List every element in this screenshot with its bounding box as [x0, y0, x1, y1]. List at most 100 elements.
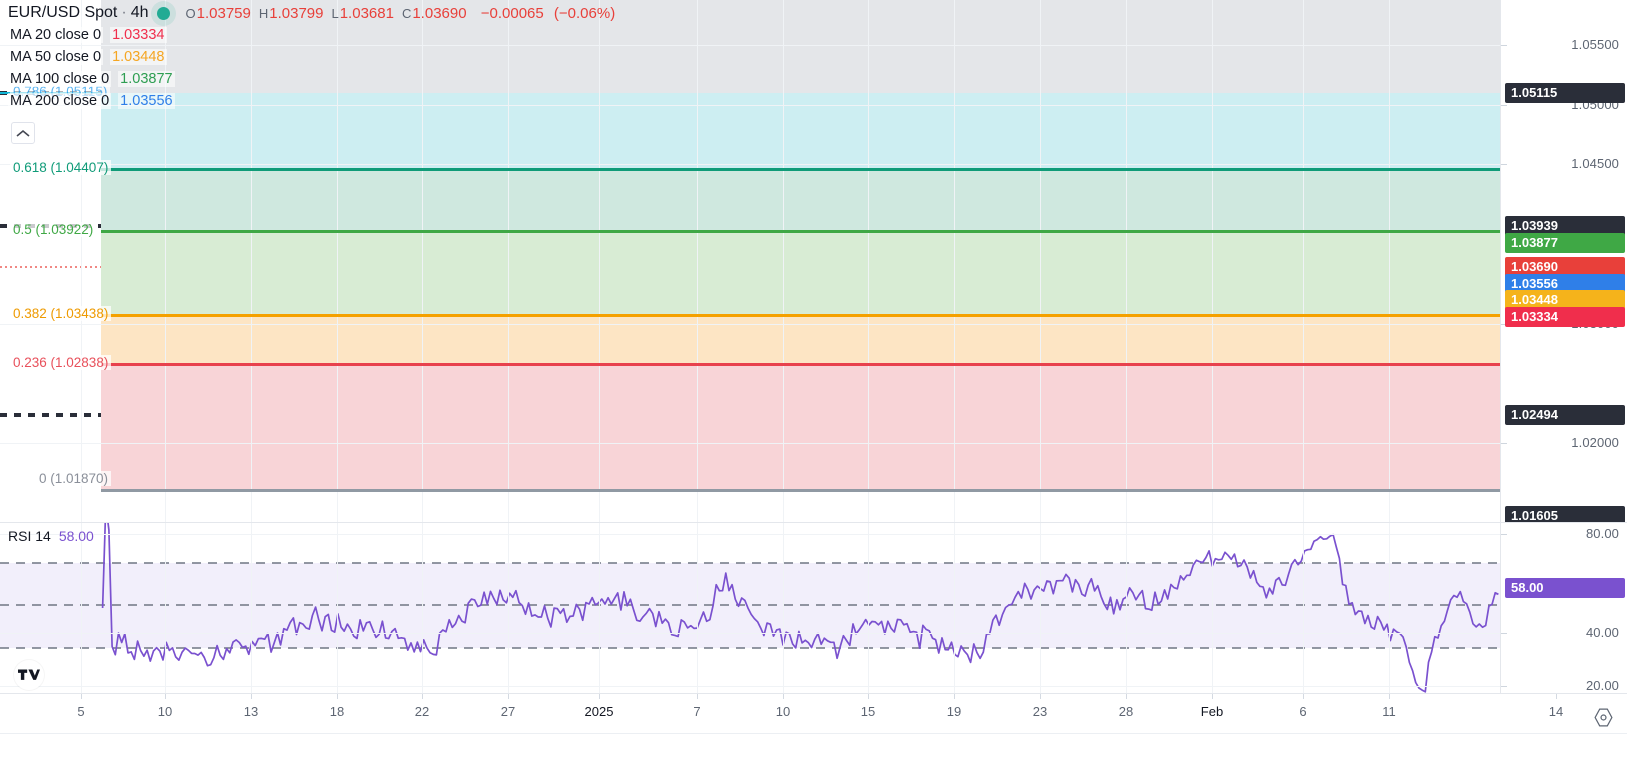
time-tick-mark: [599, 694, 600, 699]
time-tick-mark: [868, 694, 869, 699]
change-percent: (−0.06%): [553, 4, 616, 22]
price-axis-badge[interactable]: 1.03556: [1505, 274, 1625, 294]
tradingview-logo-icon: [18, 669, 40, 680]
time-tick-mark: [422, 694, 423, 699]
time-axis-tick: 11: [1382, 704, 1396, 719]
zone-5-382: [101, 231, 1500, 315]
price-axis-badge[interactable]: 1.03448: [1505, 290, 1625, 310]
chart-legend[interactable]: EUR/USD Spot · 4h O1.03759 H1.03799 L1.036…: [8, 2, 615, 112]
fib-line-5: [101, 230, 1500, 233]
fib-level-label: 0.382 (1.03438): [10, 306, 112, 321]
fib-level-label: 0.5 (1.03922): [10, 222, 97, 237]
rsi-axis-tick: 40.00: [1585, 625, 1619, 640]
price-axis-badge[interactable]: 1.05115: [1505, 83, 1625, 103]
axis-tick-mark: [1501, 164, 1507, 165]
fib-level-label: 0.618 (1.04407): [10, 160, 112, 175]
time-tick-mark: [1212, 694, 1213, 699]
rsi-axis-tick: 80.00: [1585, 526, 1619, 541]
ohlc-c-key: C: [401, 5, 412, 21]
rsi-axis-badge[interactable]: 58.00: [1505, 578, 1625, 598]
price-axis-badge[interactable]: 1.03334: [1505, 307, 1625, 327]
ohlc-h-key: H: [258, 5, 269, 21]
zone-236-0: [101, 364, 1500, 490]
rsi-legend[interactable]: RSI 14 58.00: [8, 528, 94, 544]
price-axis-badge[interactable]: 1.03690: [1505, 257, 1625, 277]
rsi-plot-area[interactable]: RSI 14 58.00: [0, 523, 1500, 693]
fib-level-label: 0.236 (1.02838): [10, 355, 112, 370]
rsi-legend-name: RSI 14: [8, 528, 51, 544]
price-axis[interactable]: 1.055001.050001.045001.030001.020001.051…: [1500, 0, 1627, 526]
rsi-axis[interactable]: 80.00 40.00 20.00 58.00: [1500, 523, 1627, 693]
time-axis-tick: 7: [693, 704, 701, 719]
pane-separator[interactable]: [0, 522, 1627, 523]
time-axis-tick: 5: [77, 704, 85, 719]
time-axis-tick: 27: [500, 704, 516, 719]
time-tick-mark: [81, 694, 82, 699]
zone-above-786: [101, 0, 1500, 93]
ma-legend-row[interactable]: MA 20 close 0 1.03334: [8, 24, 615, 46]
price-axis-badge[interactable]: 1.02494: [1505, 405, 1625, 425]
time-axis-tick: Feb: [1200, 704, 1224, 719]
time-axis-tick: 10: [775, 704, 791, 719]
price-axis-tick: 1.04500: [1571, 156, 1619, 171]
zone-382-236: [101, 315, 1500, 364]
chevron-up-icon: [16, 129, 30, 137]
price-pane[interactable]: 0.786 (1.05115) 0.618 (1.04407) 0.5 (1.039…: [0, 0, 1627, 526]
time-axis-tick: 28: [1118, 704, 1134, 719]
time-tick-mark: [337, 694, 338, 699]
time-axis[interactable]: 5 10 13 18 22 27 2025 7 10 15 19 23 28 Feb 6 11 14: [0, 693, 1627, 733]
price-axis-badge[interactable]: 1.03877: [1505, 233, 1625, 253]
symbol-title[interactable]: EUR/USD Spot: [8, 4, 118, 21]
time-axis-tick: 19: [946, 704, 962, 719]
time-axis-tick: 23: [1032, 704, 1048, 719]
rsi-axis-tick: 20.00: [1585, 678, 1619, 693]
time-axis-tick: 22: [414, 704, 430, 719]
time-axis-tick: 15: [860, 704, 876, 719]
ohlc-l-key: L: [331, 5, 339, 21]
tradingview-logo[interactable]: [14, 660, 44, 690]
price-axis-badge[interactable]: 1.03939: [1505, 216, 1625, 236]
ohlc-o-value: 1.03759: [196, 4, 251, 22]
ma-legend-value: 1.03877: [118, 71, 175, 87]
time-tick-mark: [1126, 694, 1127, 699]
ma-legend-value: 1.03556: [118, 93, 175, 109]
legend-separator: ·: [121, 4, 127, 21]
price-axis-badge[interactable]: 1.01605: [1505, 506, 1625, 526]
time-axis-tick: 14: [1548, 704, 1564, 719]
change-value: −0.00065: [480, 4, 544, 22]
axis-tick-mark: [1501, 686, 1507, 687]
time-tick-mark: [165, 694, 166, 699]
axis-tick-mark: [1501, 443, 1507, 444]
interval-label[interactable]: 4h: [130, 4, 149, 21]
bottom-strip: [0, 733, 1627, 760]
ma-legend-value: 1.03334: [110, 27, 167, 43]
ohlc-l-value: 1.03681: [339, 4, 394, 22]
price-plot-area[interactable]: 0.786 (1.05115) 0.618 (1.04407) 0.5 (1.039…: [0, 0, 1500, 523]
time-axis-tick: 2025: [584, 704, 614, 719]
ma-legend-row[interactable]: MA 100 close 0 1.03877: [8, 68, 615, 90]
settings-gear-button[interactable]: [1593, 707, 1613, 727]
collapse-pane-button[interactable]: [11, 122, 35, 144]
time-axis-tick: 18: [329, 704, 345, 719]
axis-tick-mark: [1501, 45, 1507, 46]
time-tick-mark: [954, 694, 955, 699]
time-tick-mark: [783, 694, 784, 699]
ma-legend-value: 1.03448: [110, 49, 167, 65]
ma-legend-row[interactable]: MA 50 close 0 1.03448: [8, 46, 615, 68]
status-dot: [156, 6, 170, 20]
ma-legend-label: MA 20 close 0: [8, 27, 104, 43]
time-tick-mark: [1040, 694, 1041, 699]
time-tick-mark: [251, 694, 252, 699]
legend-main-row[interactable]: EUR/USD Spot · 4h O1.03759 H1.03799 L1.036…: [8, 2, 615, 24]
ma-legend-label: MA 100 close 0: [8, 71, 112, 87]
time-axis-tick: 6: [1299, 704, 1307, 719]
ohlc-readout: O1.03759 H1.03799 L1.03681 C1.03690 −0.0006…: [178, 5, 616, 22]
ma-legend-row[interactable]: MA 200 close 0 1.03556: [8, 90, 615, 112]
axis-tick-mark: [1501, 534, 1507, 535]
price-axis-tick: 1.05500: [1571, 37, 1619, 52]
ohlc-h-value: 1.03799: [269, 4, 324, 22]
time-tick-mark: [697, 694, 698, 699]
rsi-series: [0, 523, 1500, 693]
rsi-pane[interactable]: RSI 14 58.00 80.00 40.00 20.00 58.00: [0, 523, 1627, 693]
